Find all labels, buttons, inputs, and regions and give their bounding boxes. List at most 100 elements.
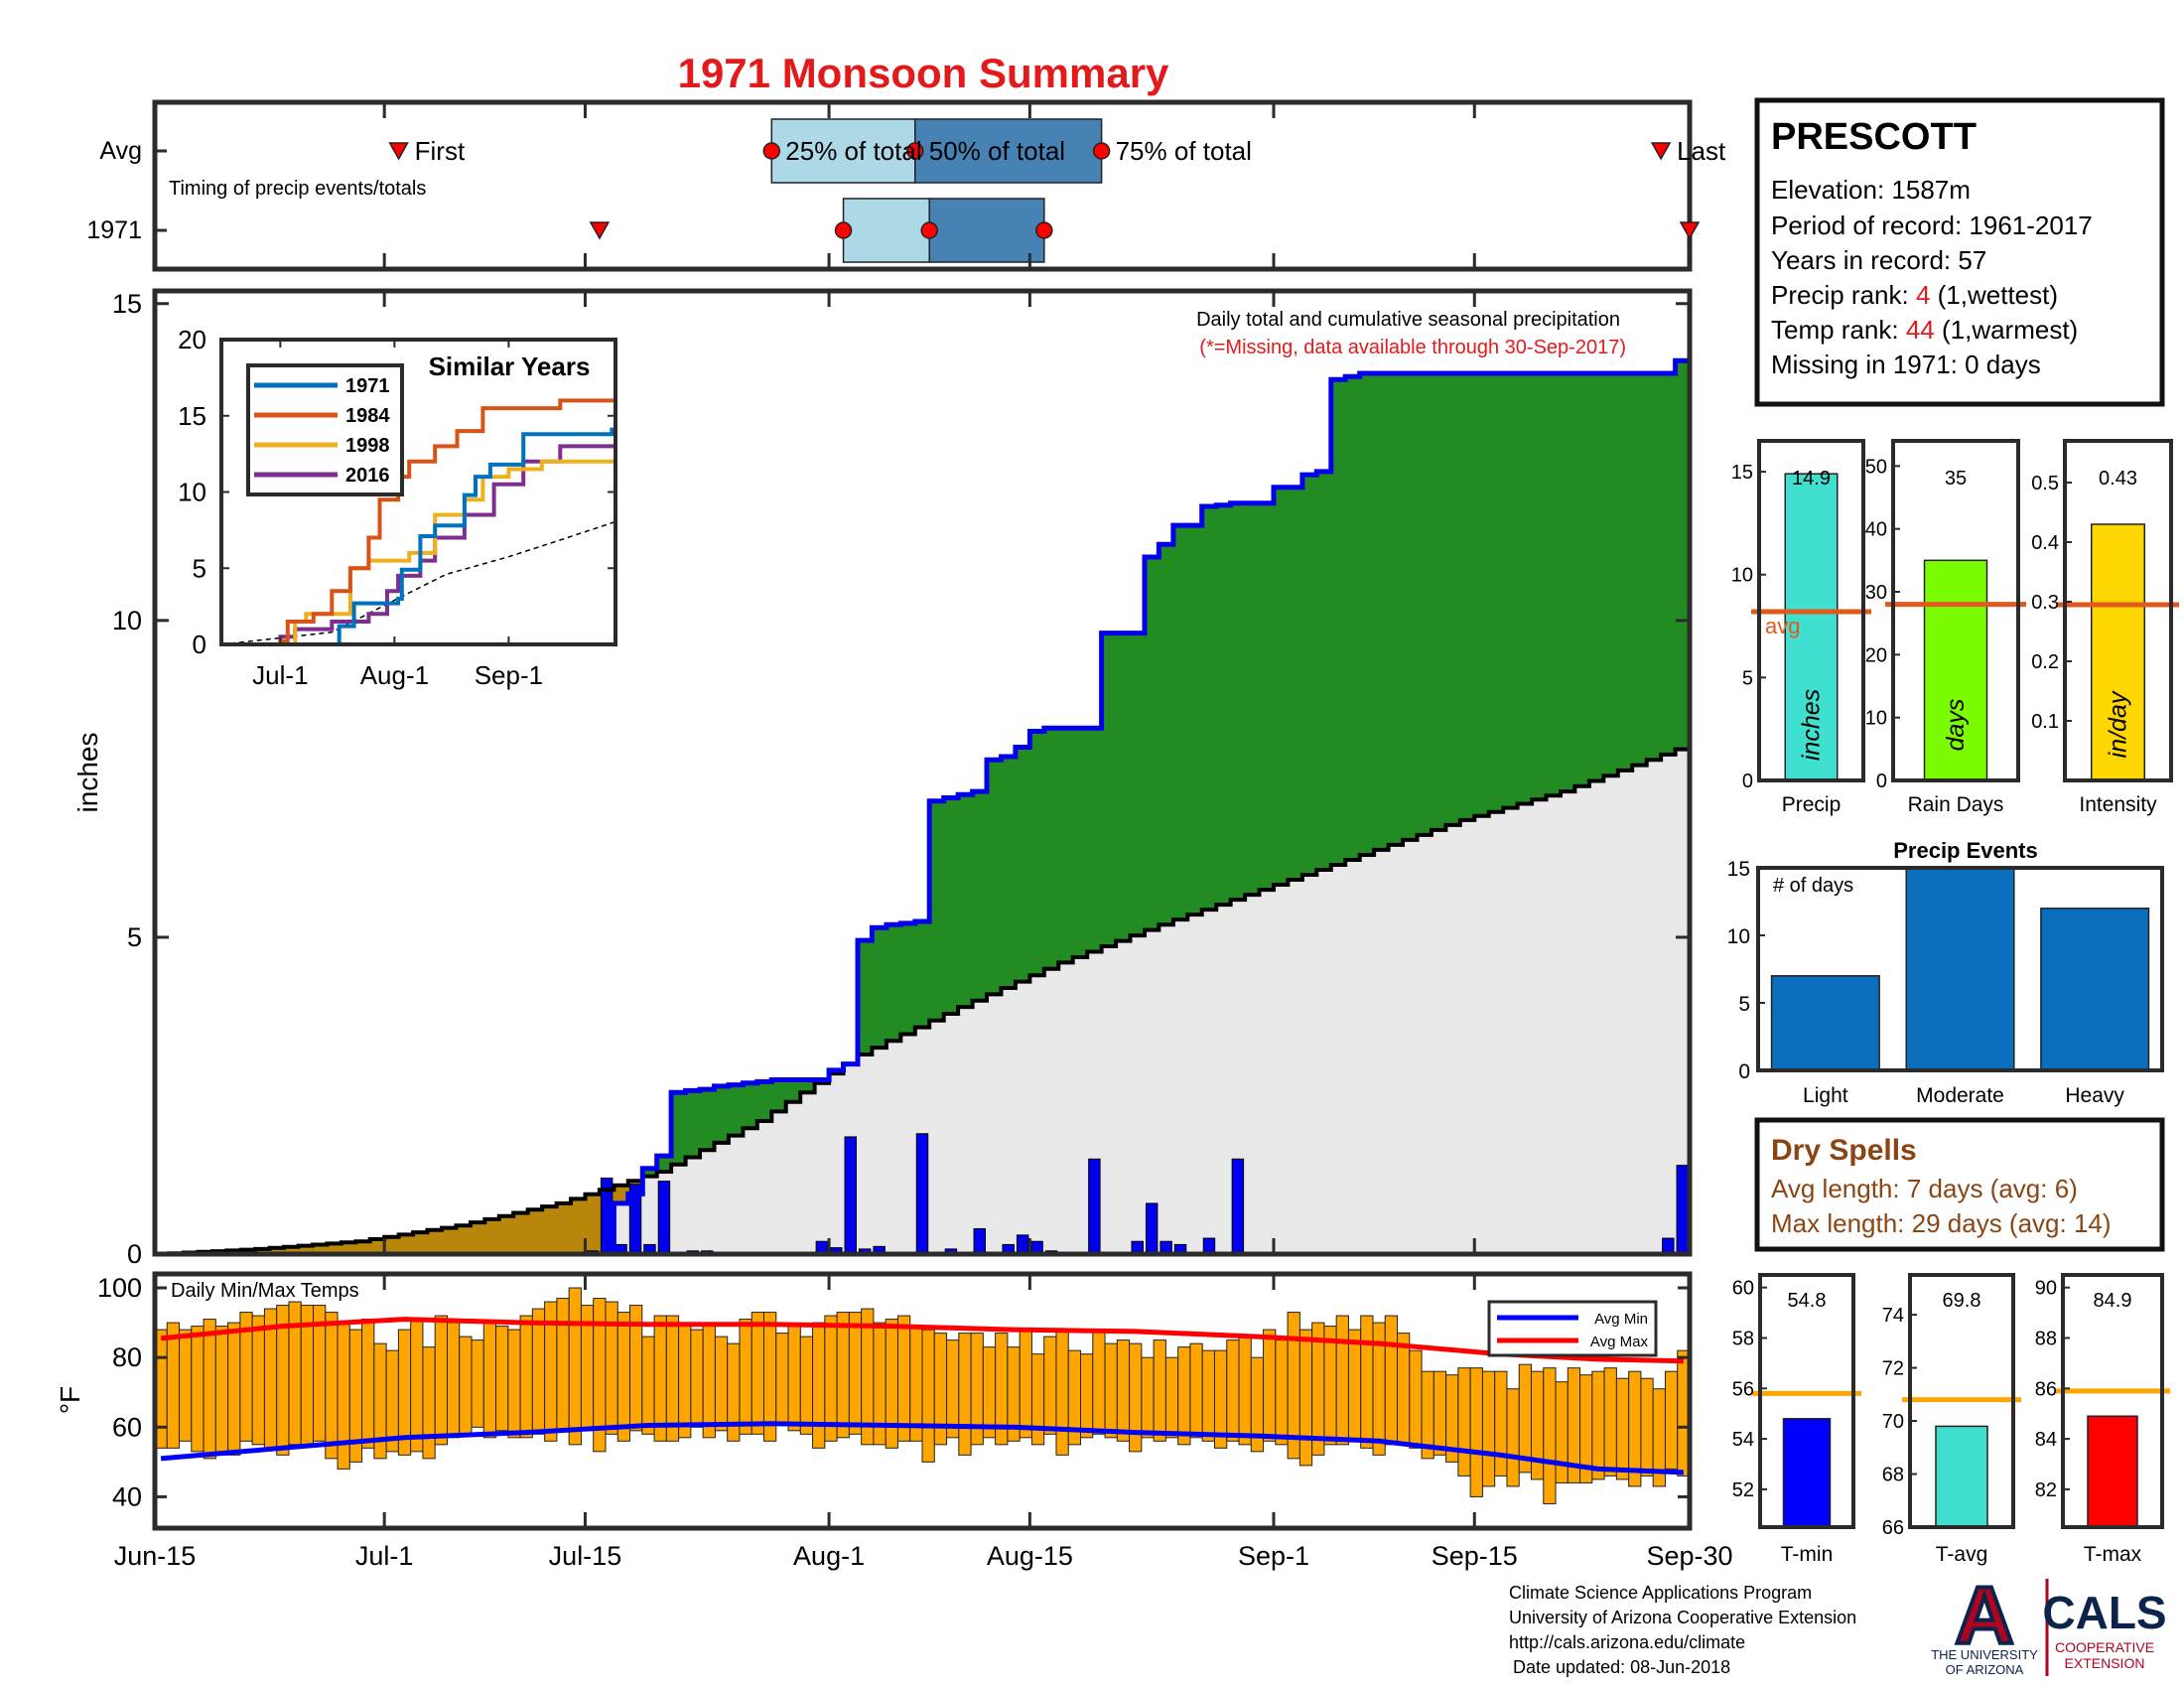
daily-temp-range-bar [982,1346,997,1439]
temperature-label: Daily Min/Max Temps [171,1280,359,1302]
similar-years-frame [219,338,617,646]
surplus-fill [1216,504,1232,906]
timing-row-label-avg: Avg [99,137,142,165]
date-tick-label: Aug-1 [793,1541,865,1571]
timing-triangle-last [1650,142,1672,161]
date-tick-label: Sep-30 [1646,1541,1732,1571]
station-precip-rank: Precip rank: 4 (1,wettest) [1771,280,2058,310]
surplus-fill [642,1168,658,1177]
surplus-fill [771,1079,787,1112]
summary-y-tick-label: 0 [1876,771,1887,792]
similar-legend-label-1998: 1998 [345,435,390,457]
surplus-fill [1517,372,1533,804]
daily-temp-range-bar [896,1315,911,1442]
surplus-fill [1087,728,1103,952]
surplus-fill [1029,731,1045,976]
surplus-fill [1675,360,1691,750]
surplus-fill [1159,544,1174,925]
daily-temp-range-bar [714,1336,729,1432]
deficit-fill [527,1209,543,1254]
precip-frame [152,288,1693,1257]
avg-min-line [160,1421,1685,1476]
footer-credits: Climate Science Applications Program Uni… [1509,1583,1856,1677]
temperature-y-label: °F [55,1386,85,1414]
daily-temp-range-bar [1104,1342,1118,1439]
temp-summary-y-tick-label: 68 [1882,1465,1904,1486]
timing-frame [152,99,1693,272]
summary-y-tick-label: 20 [1865,644,1887,666]
timing-caption: Timing of precip events/totals [169,178,426,200]
station-frame [1754,97,2165,407]
daily-temp-range-bar [1591,1370,1605,1480]
surplus-fill [1001,757,1017,988]
figure-title: 1971 Monsoon Summary [678,50,1169,96]
daily-temp-range-bar [1360,1315,1374,1449]
daily-precip-bar [844,1136,857,1255]
daily-temp-range-bar [1543,1367,1557,1504]
temp-summary-y-tick-label: 58 [1732,1329,1754,1350]
deficit-fill [327,1243,342,1254]
daily-temp-range-bar [1664,1370,1679,1470]
dry-spells-max: Max length: 29 days (avg: 14) [1771,1208,2112,1238]
summary-y-tick-label: 40 [1865,519,1887,541]
surplus-fill [785,1079,801,1102]
deficit-fill [456,1225,472,1254]
ua-logo-line-1: THE UNIVERSITY [1931,1647,2038,1662]
surplus-fill [958,794,974,1008]
surplus-fill [743,1082,758,1129]
summary-y-tick-label: 10 [1731,565,1753,587]
surplus-fill [1403,372,1419,840]
summary-y-tick-label: 50 [1865,456,1887,478]
surplus-fill [1445,372,1461,825]
daily-temp-range-bar [507,1329,521,1439]
temp-summary-y-tick-label: 66 [1882,1517,1904,1539]
surplus-fill [800,1079,816,1093]
temp-y-tick-label: 60 [112,1412,142,1442]
similar-y-tick-label: 5 [193,553,206,583]
daily-temp-range-bar [1116,1339,1131,1442]
timing-label-last: Last [1677,136,1726,166]
surplus-fill [1488,372,1504,812]
surplus-fill [1330,379,1346,865]
surplus-fill [1474,372,1490,816]
surplus-fill [900,922,916,1035]
footer-line-3: http://cals.arizona.edu/climate [1509,1632,1745,1652]
daily-temp-range-bar [214,1326,229,1456]
daily-temp-range-bar [1129,1342,1143,1453]
temp-summary-frame-1 [1908,1273,2015,1529]
summary-bar-panels: 0 5 10 15 14.9 Precip inches avg 0 10 20 30 40 50 35 Ra… [1731,439,2179,816]
temp-summary-category-label-1: T-avg [1936,1543,1988,1566]
daily-temp-range-bar [1080,1353,1094,1439]
surplus-fill [1201,505,1217,911]
deficit-fill [369,1238,385,1254]
precip-events-bar-heavy [2040,908,2150,1071]
daily-temp-range-bar [958,1333,972,1456]
surplus-fill [1388,372,1404,845]
avg-max-line [160,1317,1684,1364]
precip-events-y-tick-label: 0 [1738,1060,1750,1083]
station-name: PRESCOTT [1771,116,1977,158]
station-info-box: PRESCOTT Elevation: 1587m Period of reco… [1754,97,2165,407]
temp-summary-bar-1 [1935,1425,1988,1528]
daily-temp-range-bar [203,1319,216,1460]
deficit-fill [585,1194,601,1254]
surplus-fill [1288,487,1303,881]
daily-temp-range-bar [616,1312,631,1442]
surplus-fill [700,1089,716,1151]
deficit-fill [513,1212,529,1254]
daily-temp-range-bar [1164,1356,1179,1439]
daily-temp-range-bar [410,1319,424,1453]
surplus-fill [1345,376,1361,860]
daily-temp-range-bar [1457,1367,1471,1477]
daily-temp-range-bar [471,1339,484,1428]
precip-y-label: inches [72,733,103,813]
ua-logo-line-2: OF ARIZONA [1946,1662,2024,1677]
surplus-fill [872,927,887,1049]
temp-summary-y-tick-label: 70 [1882,1411,1904,1433]
surplus-fill [1116,633,1132,941]
daily-temp-range-bar [1469,1367,1483,1497]
daily-temp-range-bar [799,1336,814,1435]
temp-y-tick-label: 40 [112,1481,142,1511]
surplus-fill [656,1156,672,1173]
summary-value-label-2: 0.43 [2099,468,2137,490]
